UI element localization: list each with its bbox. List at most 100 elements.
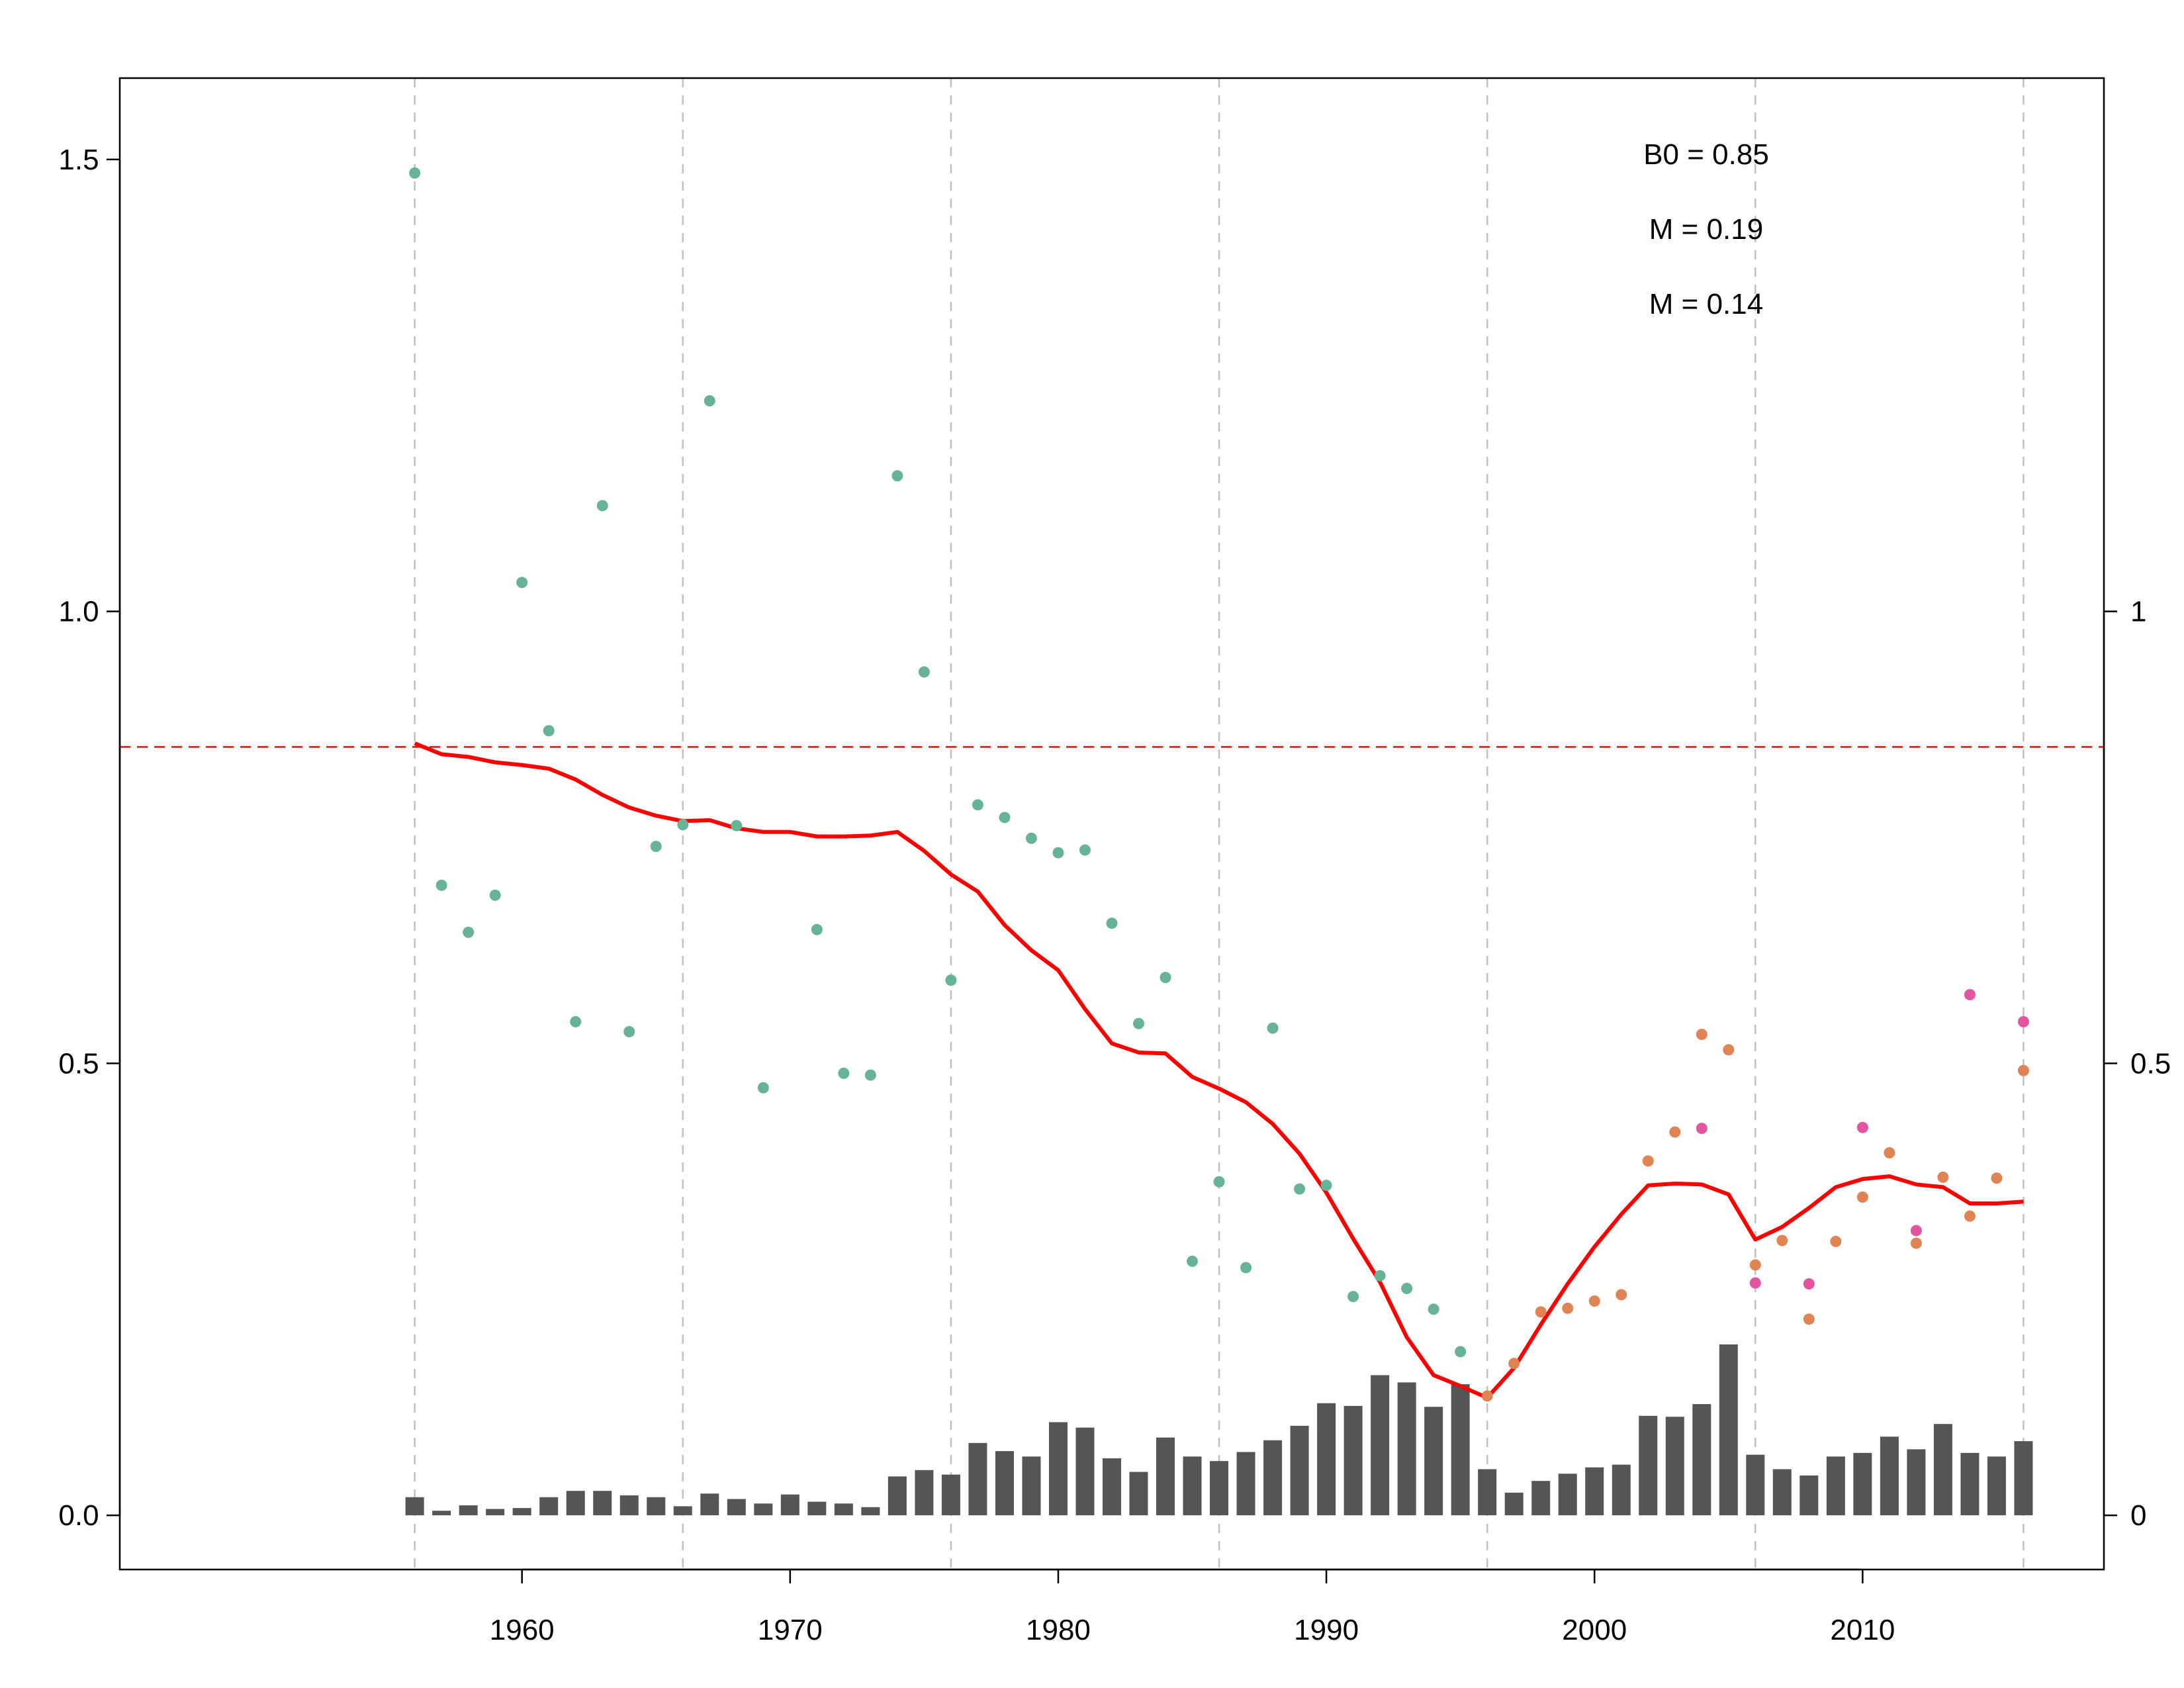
point-green-1995 <box>1455 1346 1467 1358</box>
point-pink-2008 <box>1803 1278 1815 1290</box>
annotation-m-2: M = 0.14 <box>1649 288 1763 320</box>
bar-1965 <box>647 1497 666 1516</box>
bar-1999 <box>1558 1474 1577 1516</box>
point-green-1965 <box>650 841 662 853</box>
x-tick-label-1980: 1980 <box>1026 1614 1091 1646</box>
point-green-1967 <box>704 395 715 406</box>
x-tick-label-2000: 2000 <box>1562 1614 1627 1646</box>
point-orange-2013 <box>1937 1171 1949 1183</box>
bar-1963 <box>593 1491 612 1516</box>
bar-1978 <box>995 1451 1014 1516</box>
point-orange-2008 <box>1803 1313 1815 1325</box>
point-green-1982 <box>1106 917 1118 929</box>
axis-layer: 1960 1970 1980 1990 2000 2010 0.0 0.5 1.0 1.5 0 0.5… <box>58 144 2171 1646</box>
point-green-1976 <box>945 974 957 986</box>
point-green-1992 <box>1374 1270 1386 1282</box>
bar-2010 <box>1853 1452 1872 1516</box>
point-green-1960 <box>516 577 528 588</box>
bar-1987 <box>1236 1452 1255 1516</box>
point-green-1977 <box>972 799 983 811</box>
point-green-1991 <box>1347 1291 1359 1303</box>
bar-1986 <box>1210 1461 1229 1516</box>
bar-1995 <box>1451 1384 1470 1516</box>
bar-1984 <box>1156 1437 1175 1516</box>
bar-2016 <box>2014 1441 2033 1516</box>
x-tick-label-1970: 1970 <box>758 1614 823 1646</box>
point-green-1989 <box>1294 1183 1306 1195</box>
point-green-1972 <box>838 1067 850 1079</box>
point-green-1975 <box>918 666 930 678</box>
bar-1959 <box>486 1509 505 1516</box>
point-green-1984 <box>1160 972 1171 984</box>
bar-1979 <box>1022 1456 1041 1516</box>
bar-1976 <box>941 1474 960 1516</box>
point-layer <box>409 167 2029 1402</box>
point-orange-2011 <box>1884 1147 1895 1159</box>
point-orange-1997 <box>1508 1358 1520 1370</box>
point-green-1959 <box>489 889 501 901</box>
bar-2004 <box>1692 1404 1711 1516</box>
point-green-1980 <box>1052 847 1064 859</box>
bar-1991 <box>1343 1405 1363 1516</box>
bar-1981 <box>1075 1427 1095 1516</box>
point-orange-2002 <box>1642 1155 1654 1167</box>
point-green-1990 <box>1320 1180 1332 1192</box>
bar-1962 <box>566 1491 585 1516</box>
point-green-1962 <box>570 1016 582 1028</box>
point-green-1981 <box>1079 844 1091 856</box>
point-pink-2006 <box>1749 1277 1761 1289</box>
bar-1968 <box>727 1499 746 1516</box>
point-green-1985 <box>1187 1255 1199 1267</box>
bar-1988 <box>1263 1440 1283 1516</box>
point-green-1988 <box>1267 1022 1279 1034</box>
bar-layer <box>405 1344 2033 1516</box>
point-green-1973 <box>864 1069 876 1081</box>
bar-2015 <box>1987 1456 2006 1516</box>
bar-2011 <box>1880 1436 1899 1516</box>
bar-1961 <box>539 1497 559 1516</box>
point-orange-2004 <box>1696 1029 1707 1041</box>
x-tick-label-2010: 2010 <box>1830 1614 1895 1646</box>
bar-1985 <box>1183 1456 1202 1516</box>
point-green-1971 <box>811 923 823 935</box>
bar-1969 <box>754 1503 773 1516</box>
point-orange-2014 <box>1964 1210 1976 1222</box>
bar-1970 <box>780 1494 799 1516</box>
point-orange-1996 <box>1481 1390 1493 1402</box>
point-orange-1998 <box>1535 1306 1547 1318</box>
point-green-1994 <box>1428 1303 1439 1315</box>
bar-1977 <box>968 1442 987 1516</box>
bar-1983 <box>1129 1472 1148 1516</box>
y2-tick-label-2: 1 <box>2130 596 2146 628</box>
bar-2013 <box>1933 1424 1952 1516</box>
bar-1993 <box>1397 1382 1416 1516</box>
point-green-1993 <box>1401 1282 1413 1294</box>
bar-1957 <box>432 1511 451 1516</box>
point-pink-2004 <box>1696 1123 1707 1135</box>
point-green-1987 <box>1240 1262 1252 1274</box>
point-green-1974 <box>891 470 903 482</box>
point-orange-2001 <box>1615 1289 1627 1301</box>
bar-1973 <box>861 1507 880 1516</box>
point-orange-2015 <box>1991 1172 2003 1184</box>
y2-tick-label-0: 0 <box>2130 1499 2146 1532</box>
bar-1982 <box>1103 1458 1121 1516</box>
point-green-1964 <box>623 1026 635 1038</box>
y-tick-label-0: 0.0 <box>58 1499 99 1532</box>
bar-1964 <box>619 1495 639 1516</box>
x-tick-label-1990: 1990 <box>1294 1614 1359 1646</box>
point-orange-2010 <box>1856 1191 1868 1203</box>
x-tick-label-1960: 1960 <box>490 1614 555 1646</box>
point-orange-2005 <box>1723 1044 1735 1056</box>
bar-2006 <box>1746 1454 1765 1516</box>
point-orange-2007 <box>1776 1235 1788 1246</box>
point-green-1961 <box>543 725 555 737</box>
y-tick-label-1: 0.5 <box>58 1047 99 1080</box>
bar-1994 <box>1424 1407 1443 1516</box>
point-orange-1999 <box>1562 1302 1574 1314</box>
point-orange-2006 <box>1749 1259 1761 1271</box>
point-pink-2014 <box>1964 989 1976 1001</box>
bar-1958 <box>459 1505 478 1516</box>
point-green-1986 <box>1213 1176 1225 1188</box>
